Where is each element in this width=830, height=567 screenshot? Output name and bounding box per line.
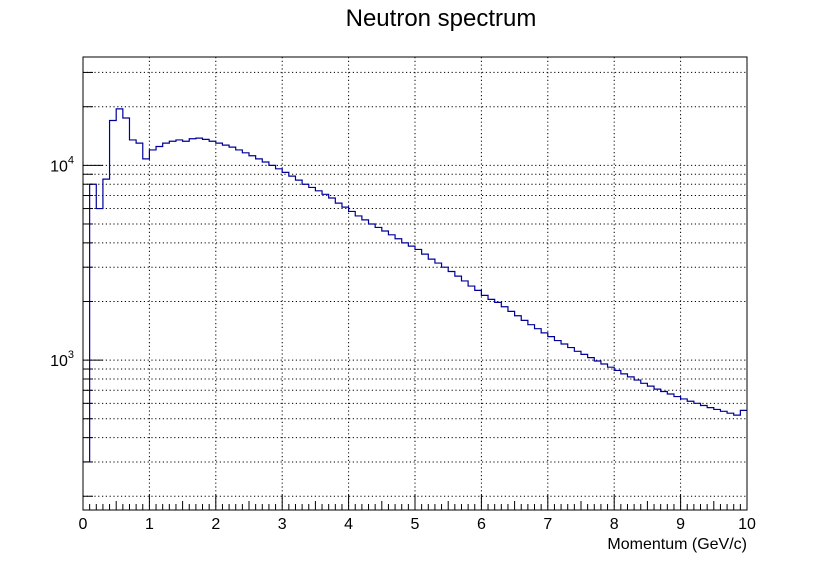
y-tick-labels: 103 104	[50, 154, 74, 370]
plot-frame	[82, 56, 748, 511]
chart-title: Neutron spectrum	[346, 5, 537, 32]
histogram-line	[83, 108, 747, 463]
y-tick-label: 103	[50, 349, 74, 370]
x-tick-label: 9	[676, 516, 685, 533]
histogram-series	[83, 108, 747, 463]
y-tick-label: 104	[50, 154, 74, 175]
x-tick-label: 6	[477, 516, 486, 533]
x-tick-label: 0	[79, 516, 88, 533]
x-tick-label: 8	[610, 516, 619, 533]
x-tick-label: 3	[278, 516, 287, 533]
x-tick-label: 5	[411, 516, 420, 533]
x-axis-title: Momentum (GeV/c)	[607, 536, 747, 553]
x-tick-label: 2	[211, 516, 220, 533]
x-tick-label: 7	[543, 516, 552, 533]
grid	[83, 57, 747, 510]
axis-ticks	[82, 71, 748, 510]
x-tick-label: 4	[344, 516, 353, 533]
x-tick-labels: 0 1 2 3 4 5 6 7 8 9 10	[79, 516, 756, 533]
x-tick-label: 10	[738, 516, 756, 533]
x-tick-label: 1	[145, 516, 154, 533]
